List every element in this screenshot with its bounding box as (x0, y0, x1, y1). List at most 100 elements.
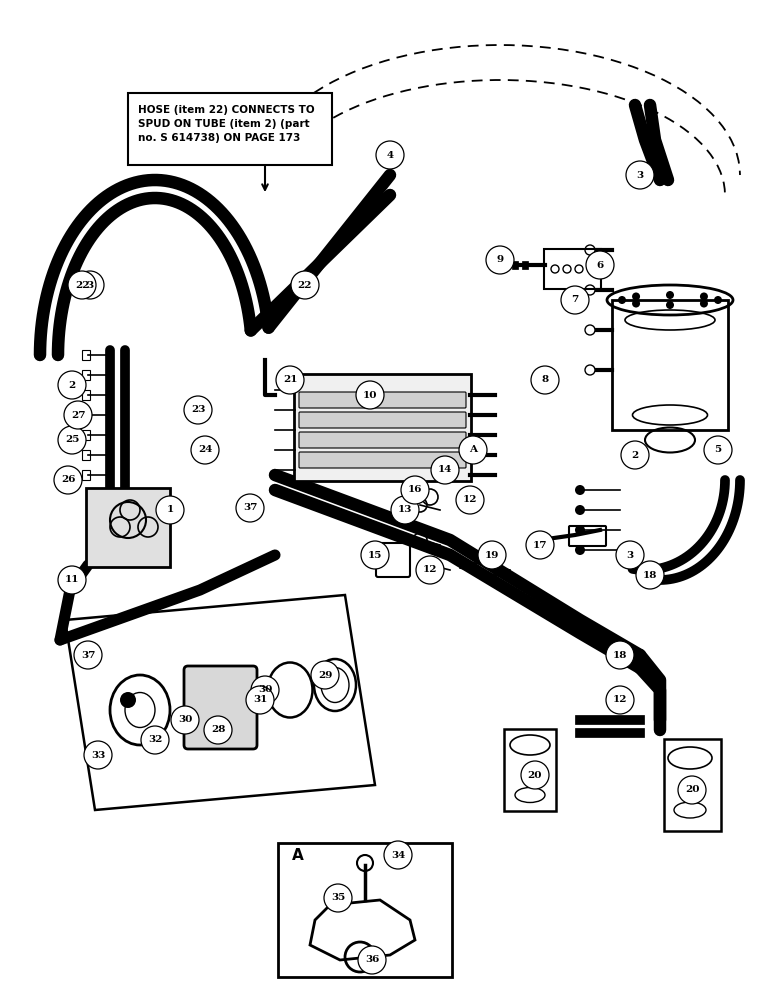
Circle shape (666, 301, 674, 309)
Circle shape (618, 296, 626, 304)
FancyBboxPatch shape (512, 261, 518, 269)
Text: 21: 21 (283, 375, 297, 384)
Text: 32: 32 (147, 736, 162, 744)
Text: 1: 1 (167, 506, 174, 514)
Circle shape (575, 525, 585, 535)
Circle shape (291, 271, 319, 299)
Circle shape (391, 496, 419, 524)
Text: 6: 6 (597, 260, 604, 269)
Circle shape (478, 541, 506, 569)
Circle shape (431, 456, 459, 484)
Circle shape (416, 556, 444, 584)
Text: 3: 3 (86, 280, 93, 290)
Text: 20: 20 (528, 770, 542, 780)
Circle shape (606, 686, 634, 714)
Text: 4: 4 (387, 150, 394, 159)
Text: 12: 12 (423, 566, 437, 574)
Circle shape (585, 245, 595, 255)
Circle shape (616, 541, 644, 569)
Circle shape (184, 396, 212, 424)
Circle shape (700, 292, 708, 300)
Text: 20: 20 (685, 786, 699, 794)
Text: 34: 34 (391, 850, 405, 859)
Circle shape (700, 300, 708, 308)
Text: 33: 33 (91, 750, 105, 760)
Circle shape (384, 841, 412, 869)
Circle shape (459, 436, 487, 464)
Circle shape (204, 716, 232, 744)
Circle shape (666, 291, 674, 299)
FancyBboxPatch shape (502, 261, 508, 269)
Text: 26: 26 (61, 476, 75, 485)
Circle shape (632, 292, 640, 300)
Text: 30: 30 (178, 716, 192, 724)
Circle shape (585, 365, 595, 375)
Circle shape (236, 494, 264, 522)
Text: 28: 28 (211, 726, 225, 734)
Text: 3: 3 (636, 170, 644, 180)
Circle shape (141, 726, 169, 754)
Circle shape (120, 692, 136, 708)
Circle shape (54, 466, 82, 494)
Text: 13: 13 (398, 506, 412, 514)
Text: 8: 8 (541, 375, 549, 384)
Circle shape (84, 741, 112, 769)
Text: 29: 29 (318, 670, 332, 680)
Circle shape (575, 505, 585, 515)
Text: 5: 5 (714, 446, 722, 454)
Circle shape (64, 401, 92, 429)
FancyBboxPatch shape (128, 93, 332, 165)
Circle shape (246, 686, 274, 714)
Text: HOSE (item 22) CONNECTS TO
SPUD ON TUBE (item 2) (part
no. S 614738) ON PAGE 173: HOSE (item 22) CONNECTS TO SPUD ON TUBE … (138, 105, 315, 143)
Text: 22: 22 (298, 280, 312, 290)
Text: 37: 37 (81, 650, 95, 660)
Text: 3: 3 (626, 550, 634, 560)
Circle shape (311, 661, 339, 689)
Text: 31: 31 (252, 696, 267, 704)
FancyBboxPatch shape (294, 374, 471, 481)
Circle shape (58, 371, 86, 399)
Circle shape (621, 441, 649, 469)
FancyBboxPatch shape (278, 843, 452, 977)
Text: 30: 30 (258, 686, 273, 694)
Circle shape (376, 141, 404, 169)
Text: 35: 35 (331, 894, 345, 902)
FancyBboxPatch shape (299, 392, 466, 408)
Circle shape (586, 251, 614, 279)
Circle shape (171, 706, 199, 734)
Circle shape (704, 436, 732, 464)
Text: 12: 12 (462, 495, 477, 504)
Circle shape (361, 541, 389, 569)
Text: 14: 14 (438, 466, 452, 475)
Circle shape (276, 366, 304, 394)
Circle shape (356, 381, 384, 409)
Circle shape (632, 300, 640, 308)
Circle shape (324, 884, 352, 912)
Circle shape (401, 476, 429, 504)
Text: 2: 2 (631, 450, 638, 460)
Circle shape (575, 545, 585, 555)
Text: 23: 23 (191, 406, 205, 414)
Circle shape (585, 285, 595, 295)
FancyBboxPatch shape (86, 488, 170, 567)
Circle shape (531, 366, 559, 394)
Circle shape (191, 436, 219, 464)
FancyBboxPatch shape (522, 261, 528, 269)
Text: 15: 15 (367, 550, 382, 560)
Circle shape (575, 485, 585, 495)
Text: 11: 11 (65, 576, 80, 584)
Circle shape (606, 641, 634, 669)
FancyBboxPatch shape (299, 432, 466, 448)
Circle shape (626, 161, 654, 189)
Text: 36: 36 (365, 956, 379, 964)
Circle shape (74, 641, 102, 669)
Text: 9: 9 (496, 255, 503, 264)
Circle shape (456, 486, 484, 514)
Text: 27: 27 (71, 410, 85, 420)
Circle shape (76, 271, 104, 299)
Text: A: A (292, 848, 303, 863)
Text: 18: 18 (643, 570, 657, 580)
Text: 12: 12 (613, 696, 627, 704)
Circle shape (636, 561, 664, 589)
Circle shape (58, 426, 86, 454)
